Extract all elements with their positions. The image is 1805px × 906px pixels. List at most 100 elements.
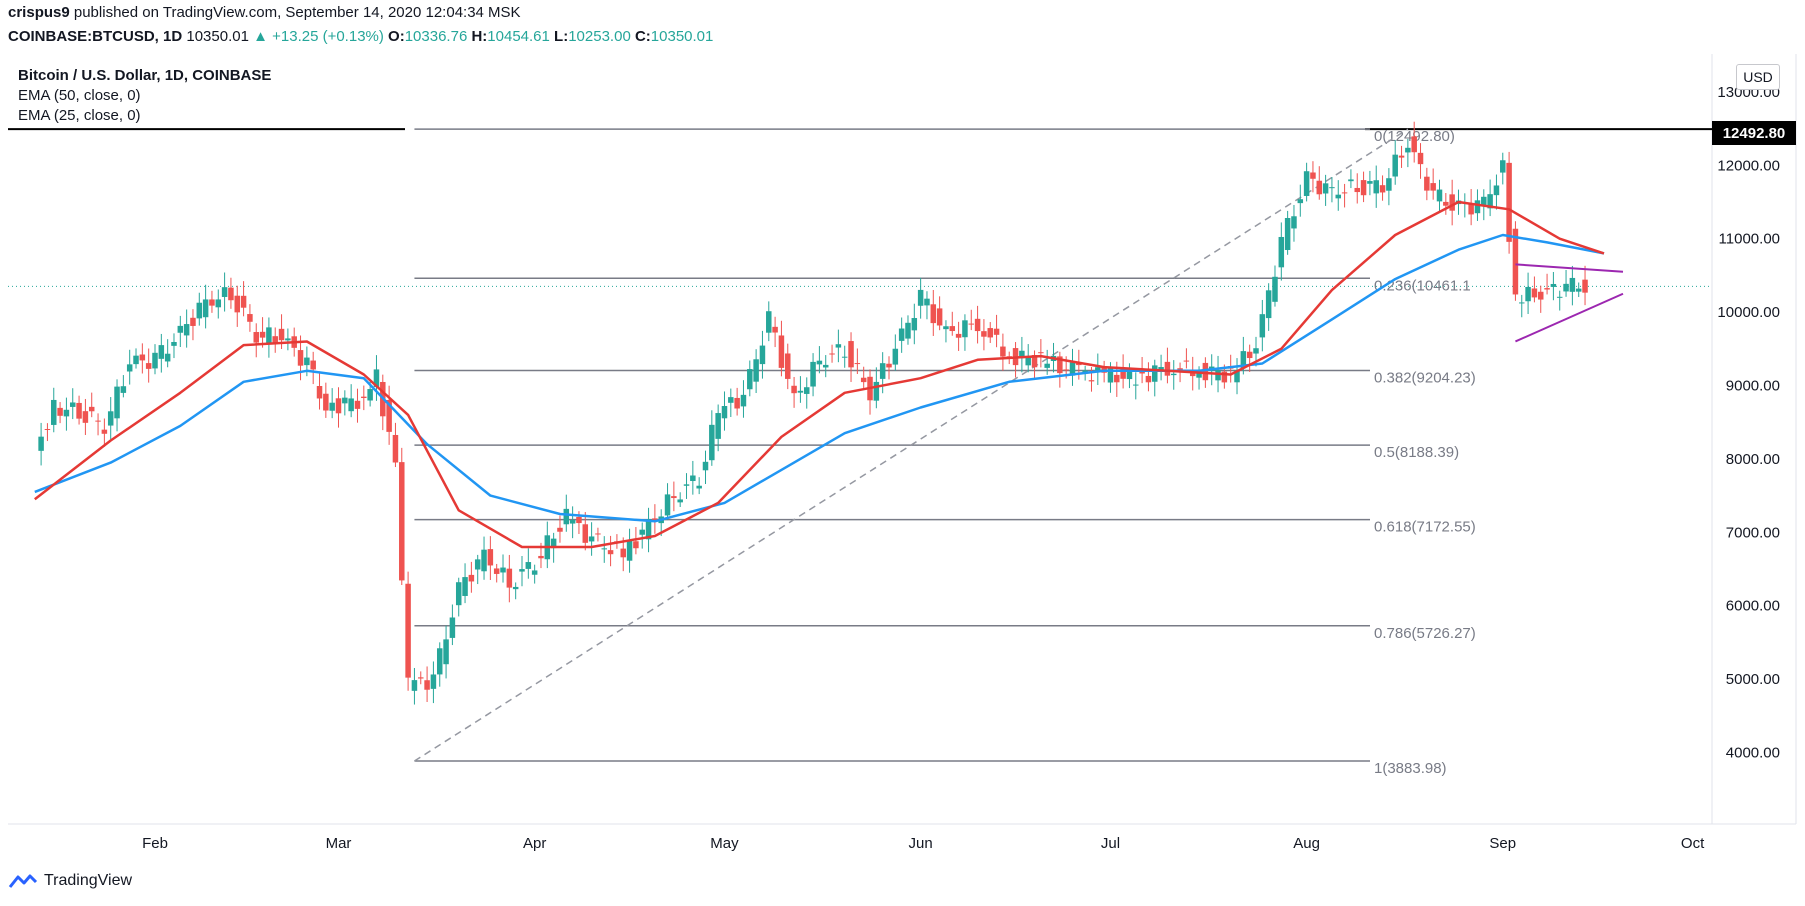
open-label: O:	[388, 28, 405, 45]
candle-body	[177, 325, 184, 333]
x-tick-label: Oct	[1681, 835, 1705, 852]
candle-body	[1411, 136, 1417, 153]
candle-body	[1202, 362, 1209, 381]
candle-body	[1531, 288, 1538, 298]
candle-body	[272, 336, 278, 343]
candle-body	[797, 390, 804, 393]
candle-body	[228, 287, 234, 301]
candle-body	[164, 353, 171, 362]
candle-body	[430, 674, 437, 689]
candle-body	[1544, 288, 1550, 290]
tradingview-logo-icon	[8, 874, 38, 888]
candle-body	[1322, 183, 1329, 194]
candle-body	[974, 318, 981, 332]
candle-body	[1291, 216, 1297, 229]
last-price: 10350.01	[186, 28, 249, 45]
candle-body	[911, 318, 918, 331]
candle-body	[1335, 194, 1342, 199]
candle-body	[361, 396, 367, 399]
candle-body	[645, 519, 652, 540]
candle-body	[1563, 283, 1569, 292]
candle-body	[367, 389, 373, 401]
candle-body	[399, 462, 405, 581]
fib-level-label: 0.618(7172.55)	[1374, 519, 1476, 536]
candle-body	[139, 354, 146, 361]
legend-ema25[interactable]: EMA (25, close, 0)	[18, 107, 141, 124]
legend-ema50[interactable]: EMA (50, close, 0)	[18, 87, 141, 104]
candle-body	[44, 428, 51, 430]
candle-body	[1221, 371, 1228, 383]
x-tick-label: Sep	[1489, 835, 1516, 852]
candle-body	[1259, 314, 1266, 338]
candle-body	[1120, 368, 1126, 379]
fib-level-label: 1(3883.98)	[1374, 760, 1447, 777]
candle-body	[1525, 286, 1531, 302]
fib-level-label: 0.786(5726.27)	[1374, 625, 1476, 642]
candle-body	[285, 338, 291, 341]
x-tick-label: Feb	[142, 835, 168, 852]
candle-body	[158, 345, 165, 359]
candle-body	[1392, 154, 1398, 177]
candle-body	[943, 326, 949, 330]
candle-body	[1253, 348, 1259, 354]
candle-body	[183, 324, 190, 336]
y-tick-label: 9000.00	[1726, 378, 1780, 395]
candle-body	[152, 352, 158, 369]
candle-body	[879, 363, 886, 379]
currency-button[interactable]: USD	[1736, 64, 1780, 90]
ohlc-bar: COINBASE:BTCUSD, 1D 10350.01 ▲ +13.25 (+…	[8, 28, 713, 45]
candle-body	[1215, 370, 1221, 381]
candle-body	[1481, 196, 1487, 206]
candle-body	[639, 529, 645, 535]
triangle-lower-line	[1515, 292, 1624, 343]
candle-body	[38, 436, 44, 451]
low-value: 10253.00	[568, 28, 631, 45]
candle-body	[702, 461, 709, 471]
candle-body	[873, 381, 880, 401]
high-value: 10454.61	[487, 28, 550, 45]
fib-level-label: 0.236(10461.1	[1374, 277, 1471, 294]
candle-body	[531, 570, 538, 575]
candle-body	[816, 360, 823, 365]
candle-body	[1152, 365, 1158, 382]
candle-body	[259, 331, 266, 338]
candle-body	[1164, 361, 1171, 376]
candle-body	[215, 299, 222, 308]
candle-body	[740, 394, 747, 407]
y-tick-label: 4000.00	[1726, 745, 1780, 762]
candle-body	[1512, 228, 1519, 295]
candle-body	[987, 328, 993, 338]
y-tick-label: 11000.00	[1719, 231, 1780, 248]
candle-body	[557, 527, 563, 532]
candle-body	[202, 299, 209, 318]
candle-body	[1354, 187, 1360, 193]
footer-brand[interactable]: TradingView	[8, 872, 132, 890]
y-tick-label: 7000.00	[1726, 524, 1780, 541]
publisher-username[interactable]: crispus9	[8, 4, 70, 21]
candle-body	[1493, 185, 1500, 196]
candle-body	[1519, 302, 1525, 304]
candle-body	[335, 398, 342, 414]
candle-body	[240, 295, 247, 308]
x-tick-label: Jul	[1101, 835, 1120, 852]
candle-body	[481, 549, 487, 572]
candle-body	[1158, 367, 1164, 370]
candle-body	[1038, 352, 1044, 354]
candle-body	[107, 411, 114, 426]
candle-body	[101, 429, 108, 434]
candle-body	[1246, 351, 1253, 359]
candle-body	[1550, 283, 1557, 287]
candle-body	[418, 677, 424, 679]
candle-body	[278, 328, 285, 341]
y-tick-label: 6000.00	[1726, 598, 1780, 615]
candle-body	[835, 344, 842, 348]
candle-body	[1487, 194, 1493, 209]
low-label: L:	[554, 28, 569, 45]
candle-body	[304, 357, 310, 366]
candle-body	[512, 586, 519, 590]
candle-body	[892, 348, 899, 365]
candle-body	[671, 496, 677, 499]
candle-body	[323, 393, 329, 411]
candle-body	[76, 402, 82, 419]
